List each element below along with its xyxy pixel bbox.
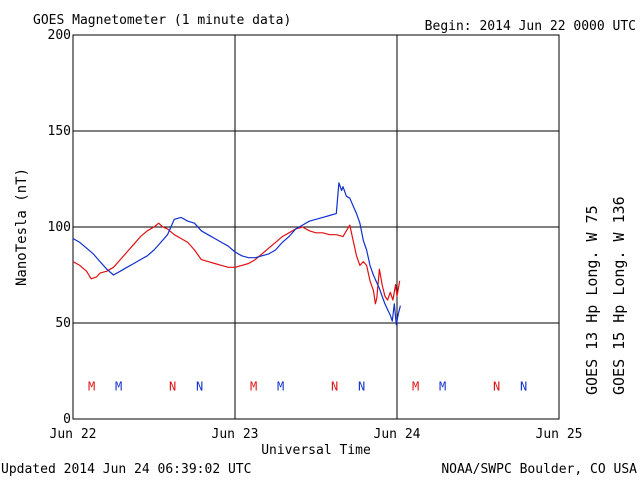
updated-timestamp: Updated 2014 Jun 24 06:39:02 UTC bbox=[1, 462, 251, 477]
midnight-marker: M bbox=[250, 379, 257, 393]
x-axis-label: Universal Time bbox=[261, 443, 371, 458]
x-tick-label: Jun 24 bbox=[374, 427, 421, 442]
grid-lines bbox=[73, 35, 559, 419]
y-tick-label: 0 bbox=[63, 412, 71, 427]
noon-marker: N bbox=[169, 379, 176, 393]
series-goes13-line bbox=[72, 222, 401, 305]
noon-marker: N bbox=[520, 379, 527, 393]
y-axis-label: NanoTesla (nT) bbox=[14, 168, 30, 286]
midnight-marker: M bbox=[277, 379, 284, 393]
midnight-marker: M bbox=[88, 379, 95, 393]
chart-title: GOES Magnetometer (1 minute data) bbox=[33, 13, 291, 28]
begin-label: Begin: 2014 Jun 22 0000 UTC bbox=[425, 19, 636, 34]
y-tick-label: 150 bbox=[48, 124, 71, 139]
x-tick-label: Jun 22 bbox=[50, 427, 97, 442]
legend-goes15: GOES 15 Hp Long. W 136 bbox=[610, 196, 628, 395]
midnight-marker: M bbox=[439, 379, 446, 393]
x-axis-ticks: Jun 22 Jun 23 Jun 24 Jun 25 bbox=[50, 427, 583, 442]
source-credit: NOAA/SWPC Boulder, CO USA bbox=[441, 462, 637, 477]
x-tick-label: Jun 23 bbox=[212, 427, 259, 442]
midnight-marker: M bbox=[115, 379, 122, 393]
series-lines bbox=[72, 182, 401, 326]
y-axis-ticks: 0 50 100 150 200 bbox=[48, 28, 71, 427]
y-tick-label: 100 bbox=[48, 220, 71, 235]
series-goes15-line bbox=[72, 182, 401, 326]
x-tick-label: Jun 25 bbox=[536, 427, 583, 442]
noon-marker: N bbox=[493, 379, 500, 393]
legend-goes13: GOES 13 Hp Long. W 75 bbox=[583, 205, 601, 395]
plot-frame bbox=[72, 34, 560, 420]
y-tick-label: 200 bbox=[48, 28, 71, 43]
noon-marker: N bbox=[358, 379, 365, 393]
noon-marker: N bbox=[331, 379, 338, 393]
y-tick-label: 50 bbox=[55, 316, 71, 331]
noon-marker: N bbox=[196, 379, 203, 393]
midnight-marker: M bbox=[412, 379, 419, 393]
